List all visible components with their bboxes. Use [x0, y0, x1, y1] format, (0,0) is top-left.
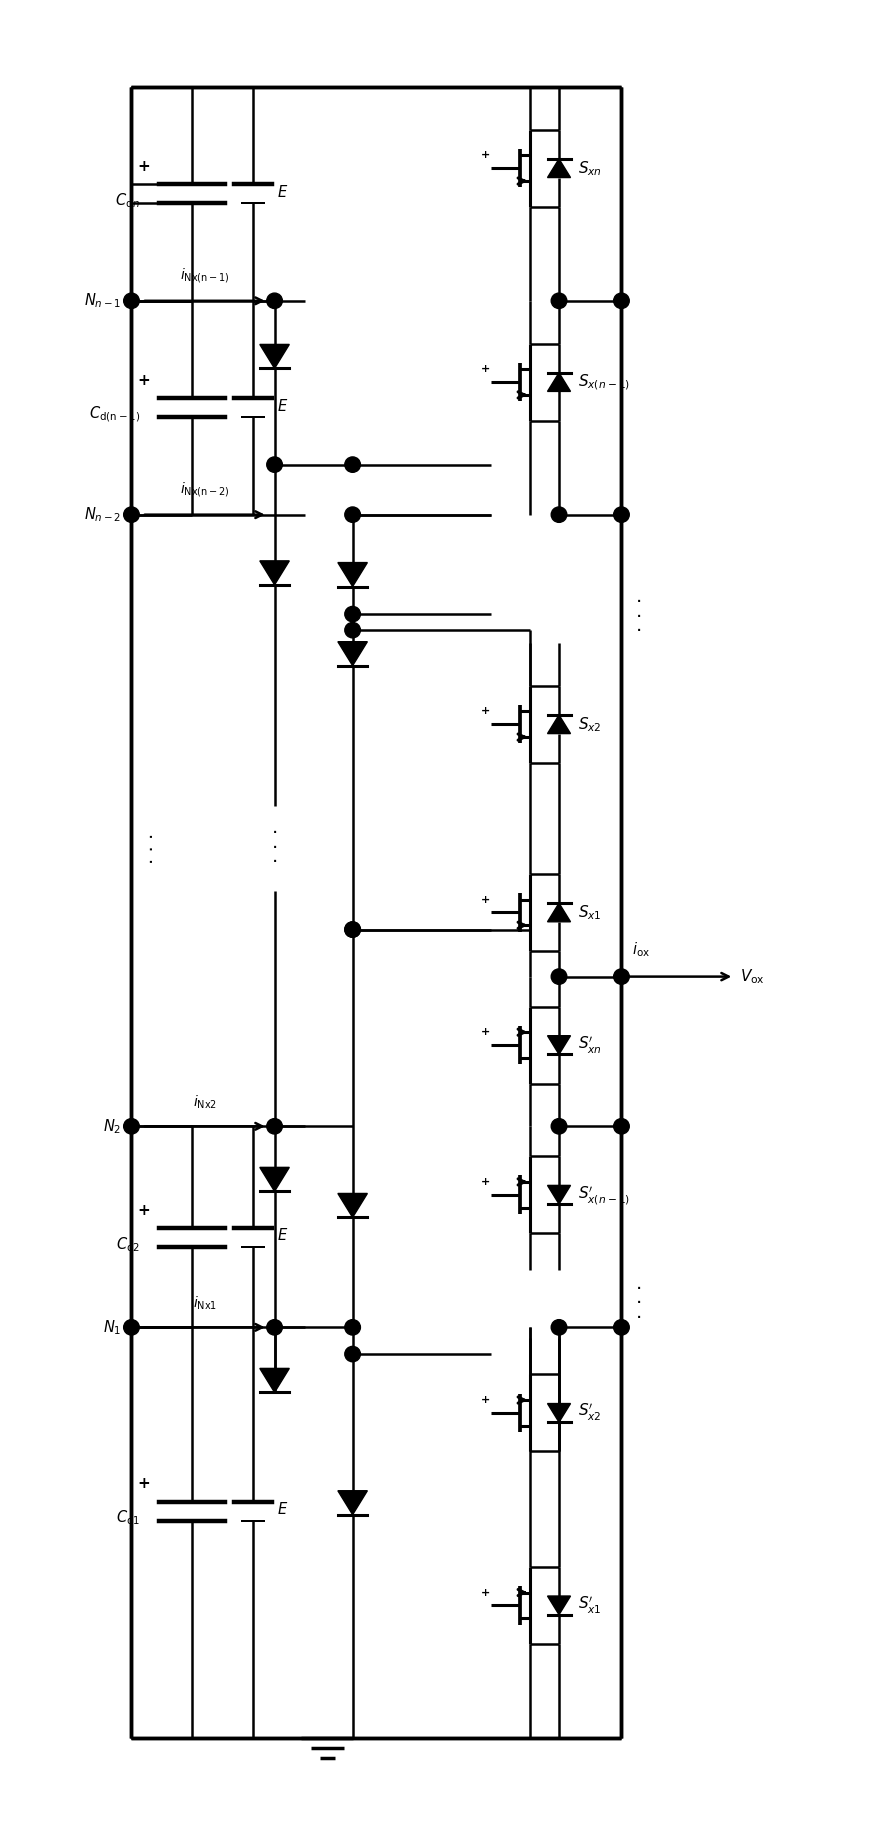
- Text: $i_{\rm Nx(n-2)}$: $i_{\rm Nx(n-2)}$: [180, 481, 229, 499]
- Text: $S_{x2}'$: $S_{x2}'$: [577, 1402, 601, 1424]
- Circle shape: [344, 623, 360, 637]
- Circle shape: [551, 969, 567, 984]
- Text: $i_{\rm Nx1}$: $i_{\rm Nx1}$: [192, 1295, 216, 1312]
- Circle shape: [613, 969, 628, 984]
- Text: $i_{\rm Nx2}$: $i_{\rm Nx2}$: [193, 1094, 216, 1111]
- Text: E: E: [277, 1229, 286, 1243]
- Polygon shape: [337, 562, 367, 586]
- Text: $V_{\rm ox}$: $V_{\rm ox}$: [740, 967, 764, 985]
- Text: $S_{x(n-1)}'$: $S_{x(n-1)}'$: [577, 1184, 629, 1207]
- Circle shape: [344, 1347, 360, 1361]
- Text: $i_{\rm ox}$: $i_{\rm ox}$: [631, 941, 649, 960]
- Text: +: +: [137, 158, 149, 173]
- Polygon shape: [547, 715, 570, 733]
- Circle shape: [344, 606, 360, 623]
- Text: ·
·
·: · · ·: [635, 593, 641, 641]
- Circle shape: [613, 293, 628, 308]
- Text: $C_{\rm d2}$: $C_{\rm d2}$: [116, 1234, 140, 1254]
- Circle shape: [613, 1118, 628, 1135]
- Text: $S_{x1}'$: $S_{x1}'$: [577, 1595, 601, 1615]
- Circle shape: [344, 921, 360, 938]
- Polygon shape: [337, 1490, 367, 1514]
- Circle shape: [344, 507, 360, 523]
- Text: +: +: [137, 372, 149, 389]
- Text: ·
·
·: · · ·: [635, 1280, 641, 1328]
- Circle shape: [123, 1319, 139, 1335]
- Circle shape: [123, 507, 139, 523]
- Text: $N_1$: $N_1$: [103, 1319, 121, 1337]
- Polygon shape: [547, 1035, 570, 1054]
- Circle shape: [344, 1319, 360, 1335]
- Circle shape: [551, 1118, 567, 1135]
- Text: +: +: [481, 365, 489, 374]
- Polygon shape: [260, 1168, 289, 1192]
- Text: +: +: [137, 1477, 149, 1492]
- Text: · · ·: · · ·: [143, 833, 163, 864]
- Text: E: E: [277, 398, 286, 413]
- Polygon shape: [260, 344, 289, 368]
- Circle shape: [267, 1319, 282, 1335]
- Text: E: E: [277, 1501, 286, 1518]
- Text: E: E: [277, 184, 286, 199]
- Text: $C_{\rm d(n-1)}$: $C_{\rm d(n-1)}$: [89, 405, 140, 424]
- Polygon shape: [547, 372, 570, 391]
- Circle shape: [613, 507, 628, 523]
- Circle shape: [344, 457, 360, 472]
- Text: +: +: [481, 1177, 489, 1186]
- Text: +: +: [481, 151, 489, 160]
- Circle shape: [344, 921, 360, 938]
- Text: $S_{xn}'$: $S_{xn}'$: [577, 1035, 601, 1055]
- Polygon shape: [337, 641, 367, 665]
- Circle shape: [267, 457, 282, 472]
- Polygon shape: [547, 1404, 570, 1422]
- Text: $C_{\rm d}$$_n$: $C_{\rm d}$$_n$: [115, 192, 140, 210]
- Polygon shape: [547, 158, 570, 177]
- Text: $S_{x2}$: $S_{x2}$: [577, 715, 601, 733]
- Text: $N_{n-2}$: $N_{n-2}$: [83, 505, 121, 523]
- Polygon shape: [547, 1595, 570, 1615]
- Text: +: +: [481, 895, 489, 904]
- Polygon shape: [337, 1194, 367, 1218]
- Circle shape: [267, 1118, 282, 1135]
- Text: $S_{x(n-1)}$: $S_{x(n-1)}$: [577, 372, 629, 392]
- Circle shape: [613, 1319, 628, 1335]
- Polygon shape: [260, 1369, 289, 1393]
- Polygon shape: [547, 1186, 570, 1205]
- Text: +: +: [481, 707, 489, 717]
- Text: ·
·
·: · · ·: [271, 823, 277, 873]
- Polygon shape: [260, 560, 289, 584]
- Circle shape: [123, 293, 139, 308]
- Text: $S_{x1}$: $S_{x1}$: [577, 903, 601, 921]
- Text: +: +: [481, 1394, 489, 1405]
- Text: +: +: [137, 1203, 149, 1218]
- Text: +: +: [481, 1028, 489, 1037]
- Text: $C_{\rm d1}$: $C_{\rm d1}$: [116, 1509, 140, 1527]
- Text: $S_{xn}$: $S_{xn}$: [577, 158, 601, 177]
- Text: $i_{\rm Nx(n-1)}$: $i_{\rm Nx(n-1)}$: [180, 267, 229, 286]
- Circle shape: [551, 293, 567, 308]
- Circle shape: [123, 1118, 139, 1135]
- Text: $N_{n-1}$: $N_{n-1}$: [83, 291, 121, 309]
- Circle shape: [551, 1319, 567, 1335]
- Text: +: +: [481, 1588, 489, 1597]
- Text: $N_2$: $N_2$: [103, 1116, 121, 1137]
- Circle shape: [267, 293, 282, 308]
- Circle shape: [551, 507, 567, 523]
- Polygon shape: [547, 903, 570, 921]
